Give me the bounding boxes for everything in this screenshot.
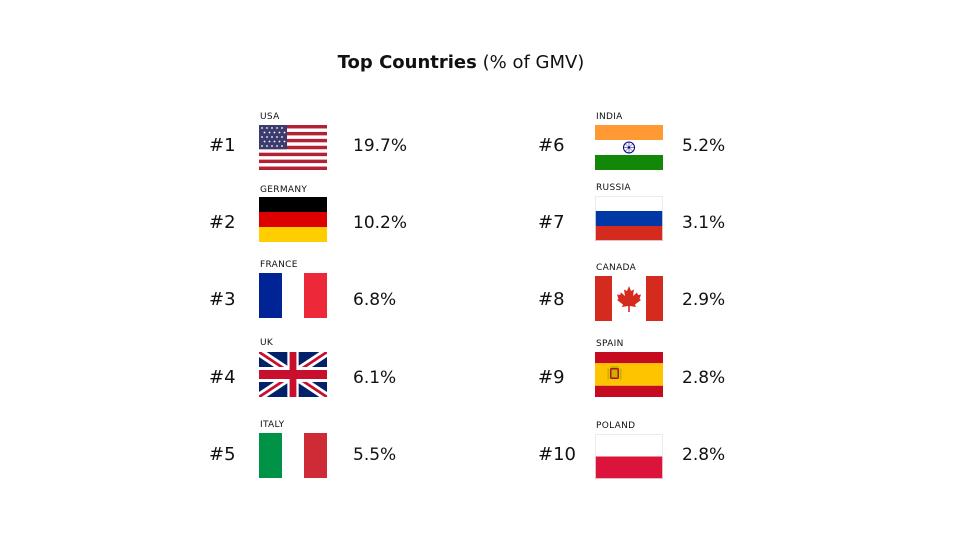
percent-value: 2.9%: [682, 290, 726, 310]
percent-value: 6.8%: [353, 290, 397, 310]
country-name: GERMANY: [260, 185, 308, 195]
percent-value: 2.8%: [682, 368, 726, 388]
rank-label: #5: [209, 444, 236, 465]
rank-label: #7: [538, 212, 565, 233]
country-name: RUSSIA: [596, 183, 631, 193]
spain-flag-icon: [595, 352, 663, 397]
page-title: Top Countries (% of GMV): [0, 52, 922, 73]
rank-label: #4: [209, 367, 236, 388]
poland-flag-icon: [595, 434, 663, 479]
percent-value: 5.5%: [353, 445, 397, 465]
title-subtitle: (% of GMV): [482, 52, 585, 73]
percent-value: 19.7%: [353, 136, 408, 156]
rank-label: #9: [538, 367, 565, 388]
country-name: FRANCE: [260, 260, 298, 270]
rank-label: #8: [538, 289, 565, 310]
rank-label: #10: [538, 444, 576, 465]
percent-value: 3.1%: [682, 213, 726, 233]
country-name: SPAIN: [596, 339, 624, 349]
country-name: UK: [260, 338, 274, 348]
rank-label: #6: [538, 135, 565, 156]
canada-flag-icon: [595, 276, 663, 321]
rank-label: #3: [209, 289, 236, 310]
country-name: INDIA: [596, 112, 623, 122]
country-name: POLAND: [596, 421, 636, 431]
rank-label: #1: [209, 135, 236, 156]
uk-flag-icon: [259, 352, 327, 397]
country-name: ITALY: [260, 420, 285, 430]
country-name: CANADA: [596, 263, 637, 273]
title-main: Top Countries: [337, 52, 477, 73]
france-flag-icon: [259, 273, 327, 318]
percent-value: 2.8%: [682, 445, 726, 465]
rank-label: #2: [209, 212, 236, 233]
russia-flag-icon: [595, 196, 663, 241]
india-flag-icon: [595, 125, 663, 170]
percent-value: 6.1%: [353, 368, 397, 388]
germany-flag-icon: [259, 197, 327, 242]
italy-flag-icon: [259, 433, 327, 478]
country-name: USA: [260, 112, 280, 122]
percent-value: 5.2%: [682, 136, 726, 156]
usa-flag-icon: [259, 125, 327, 170]
percent-value: 10.2%: [353, 213, 408, 233]
